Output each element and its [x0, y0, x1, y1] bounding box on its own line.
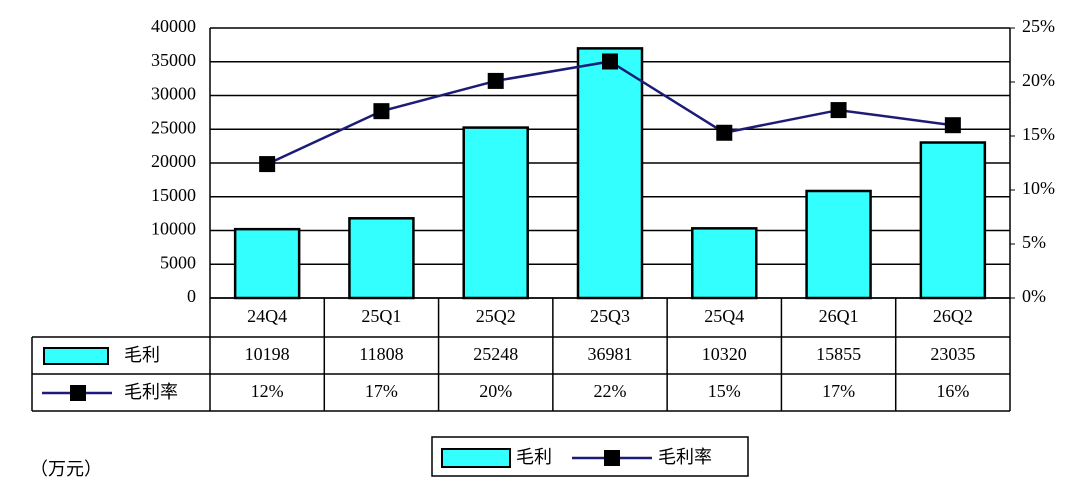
bar	[576, 47, 644, 300]
y-tick-label: 35000	[151, 50, 196, 70]
y2-tick-label: 15%	[1022, 124, 1055, 144]
x-tick-label: 25Q3	[590, 306, 630, 326]
x-tick-label: 26Q1	[819, 306, 859, 326]
legend-label: 毛利率	[658, 447, 712, 468]
bar	[233, 227, 301, 300]
table-value: 10198	[245, 344, 290, 364]
y2-tick-label: 20%	[1022, 70, 1055, 90]
table-value: 22%	[594, 381, 627, 401]
marker	[487, 72, 504, 89]
table-value: 25248	[473, 344, 518, 364]
y2-tick-label: 25%	[1022, 16, 1055, 36]
legend-label: 毛利	[516, 447, 552, 468]
bar	[348, 217, 415, 300]
table-value: 15%	[708, 381, 741, 401]
y-tick-label: 30000	[151, 84, 196, 104]
bar	[805, 189, 872, 300]
x-tick-label: 25Q1	[361, 306, 401, 326]
y-tick-label: 5000	[160, 252, 196, 272]
table-value: 23035	[930, 344, 975, 364]
table-value: 36981	[588, 344, 633, 364]
bar	[462, 126, 529, 300]
table-value: 12%	[251, 381, 284, 401]
y-tick-label: 0	[187, 286, 196, 306]
legend-marker	[604, 450, 620, 466]
y-tick-label: 15000	[151, 185, 196, 205]
y-tick-label: 10000	[151, 219, 196, 239]
y-tick-label: 40000	[151, 16, 196, 36]
marker	[830, 102, 847, 119]
marker	[602, 53, 618, 70]
legend-marker	[70, 385, 86, 401]
legend-label: 毛利率	[124, 382, 178, 403]
marker	[259, 156, 276, 173]
x-tick-label: 25Q4	[704, 306, 744, 326]
table-value: 10320	[702, 344, 747, 364]
marker	[716, 124, 733, 141]
y-tick-label: 20000	[151, 151, 196, 171]
table-value: 15855	[816, 344, 861, 364]
x-tick-label: 25Q2	[476, 306, 516, 326]
marker	[944, 117, 961, 134]
table-value: 11808	[359, 344, 403, 364]
y2-tick-label: 5%	[1022, 232, 1046, 252]
legend-label: 毛利	[124, 345, 160, 366]
y2-tick-label: 10%	[1022, 178, 1055, 198]
x-tick-label: 26Q2	[933, 306, 973, 326]
table-value: 17%	[822, 381, 855, 401]
bar	[691, 227, 758, 300]
table-value: 20%	[479, 381, 512, 401]
legend-swatch	[43, 347, 109, 365]
table-value: 16%	[936, 381, 969, 401]
bar	[919, 141, 987, 300]
x-tick-label: 24Q4	[247, 306, 287, 326]
table-value: 17%	[365, 381, 398, 401]
y-tick-label: 25000	[151, 117, 196, 137]
marker	[373, 103, 390, 120]
unit-label: （万元）	[30, 459, 102, 480]
y2-tick-label: 0%	[1022, 286, 1046, 306]
legend-swatch	[441, 448, 511, 468]
